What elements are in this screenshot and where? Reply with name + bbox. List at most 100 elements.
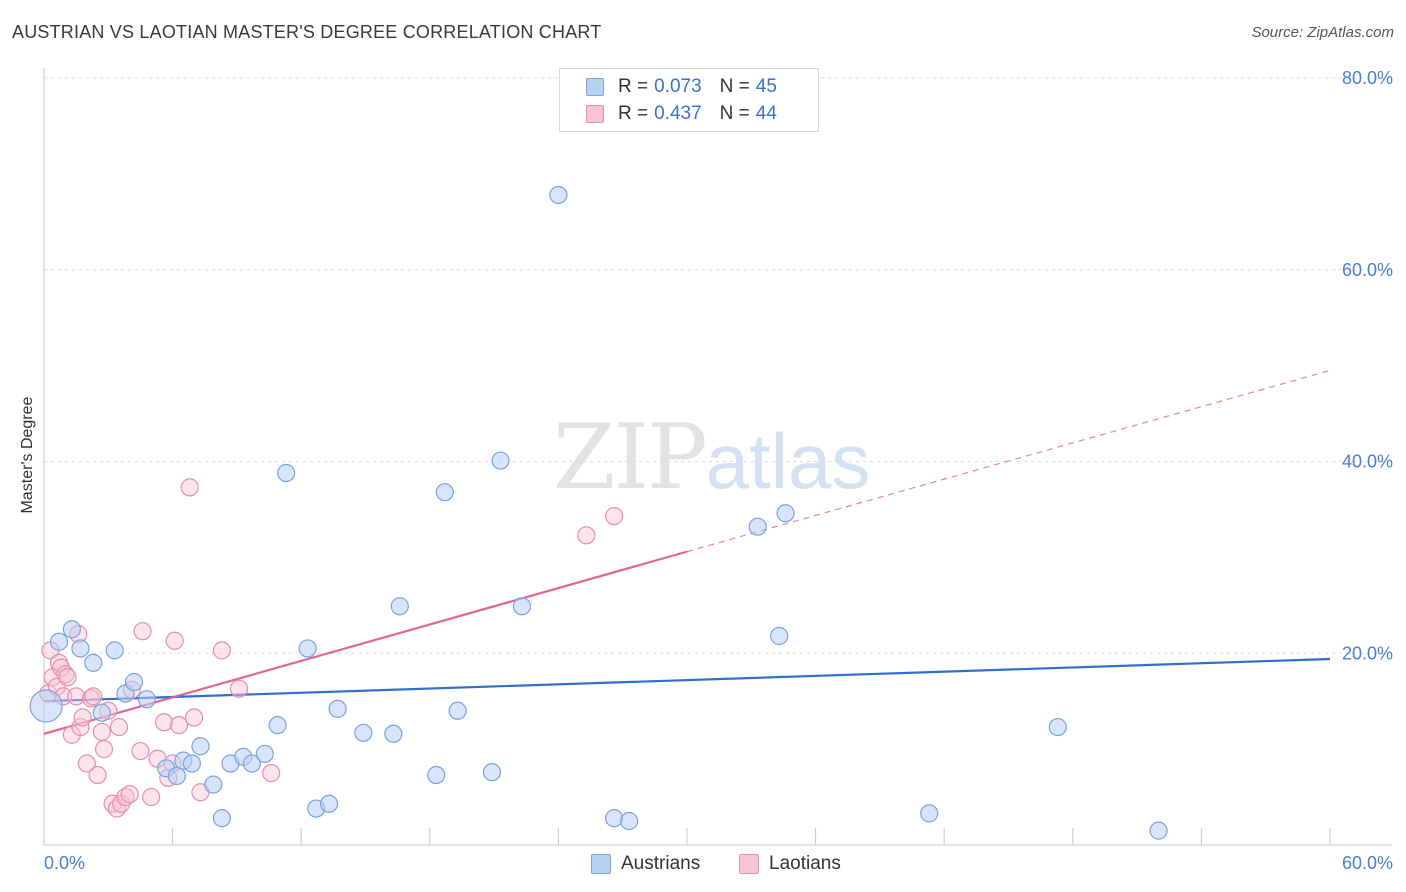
y-tick-label: 40.0% (1342, 452, 1393, 472)
austrians-point (620, 811, 639, 831)
austrians-point (105, 641, 124, 660)
bottom-legend-laotians[interactable]: Laotians (739, 852, 841, 876)
austrians-point (1149, 821, 1168, 840)
axes (43, 68, 1392, 846)
austrians-point (605, 809, 624, 828)
austrians-point (29, 689, 63, 723)
austrians-point (920, 804, 939, 823)
austrians-point (277, 463, 296, 483)
austrians-r-label: R = (618, 76, 649, 97)
austrians-point (435, 483, 454, 502)
austrians-point (167, 766, 186, 786)
laotians-point (229, 679, 249, 698)
austrians-legend-swatch (591, 854, 611, 874)
austrians-point (191, 737, 210, 756)
laotians-point (88, 765, 107, 785)
source-label: Source: ZipAtlas.com (1251, 24, 1394, 41)
austrians-point (84, 653, 103, 672)
laotians-r-value: 0.437 (654, 103, 702, 124)
laotians-point (142, 787, 161, 807)
austrians-point (204, 775, 223, 794)
laotians-point (73, 708, 92, 727)
austrians-point (62, 620, 81, 639)
austrians-point (328, 699, 347, 718)
austrians-point (242, 754, 262, 773)
y-tick-label: 60.0% (1342, 260, 1393, 280)
laotians-point (577, 526, 596, 545)
laotians-n-label: N = (719, 103, 750, 124)
austrians-point (319, 794, 339, 813)
austrians-n-label: N = (719, 76, 750, 97)
x-tick-label: 0.0% (44, 853, 85, 873)
legend-row-austrians: R = 0.073 N = 45 (586, 75, 783, 99)
laotians-point (184, 708, 204, 727)
austrians-point (491, 451, 510, 470)
austrians-point (92, 703, 111, 722)
laotians-point (56, 665, 75, 684)
austrians-point (448, 701, 467, 720)
x-tick-label: 60.0% (1342, 853, 1393, 873)
austrians-point (776, 504, 795, 523)
laotians-point (165, 631, 184, 650)
austrians-trend-line (43, 657, 1331, 703)
austrians-point (212, 809, 231, 828)
laotians-point (169, 716, 189, 735)
laotians-point (67, 687, 86, 706)
austrians-point (71, 639, 90, 658)
y-tick-label: 80.0% (1342, 68, 1393, 88)
watermark-zip: ZIP (553, 405, 708, 510)
austrians-point (384, 724, 403, 743)
austrians-swatch (586, 78, 604, 96)
austrians-point (390, 597, 409, 616)
austrians-point (482, 763, 502, 782)
austrians-point (512, 597, 532, 616)
laotians-legend-label: Laotians (769, 853, 841, 874)
austrians-point (255, 744, 274, 764)
austrians-point (298, 639, 317, 658)
laotians-n-value: 44 (755, 103, 777, 124)
austrians-point (1048, 717, 1067, 737)
laotians-trend-line (43, 550, 688, 735)
laotians-point (605, 507, 624, 526)
laotians-point (120, 785, 139, 804)
austrians-point (268, 716, 287, 735)
laotians-point (131, 741, 150, 761)
bottom-legend-austrians[interactable]: Austrians (591, 852, 700, 876)
tick-labels: 20.0% 40.0% 60.0% 80.0% 0.0% 60.0% (44, 68, 1393, 873)
austrians-point (137, 690, 156, 709)
laotians-point (58, 668, 77, 687)
laotians-legend-swatch (739, 854, 759, 874)
laotians-trend-extension (686, 369, 1331, 553)
laotians-point (133, 622, 152, 641)
laotians-point (92, 722, 111, 741)
laotians-point (94, 740, 114, 759)
austrians-point (124, 672, 144, 692)
y-tick-label: 20.0% (1342, 643, 1393, 663)
austrians-point (427, 765, 446, 785)
laotians-point (154, 713, 174, 732)
laotians-point (262, 763, 281, 783)
laotians-point (109, 717, 129, 737)
austrians-point (182, 754, 201, 773)
chart-title: AUSTRIAN VS LAOTIAN MASTER'S DEGREE CORR… (12, 22, 602, 42)
austrians-r-value: 0.073 (654, 76, 702, 97)
austrians-point (354, 723, 373, 742)
data-points (29, 185, 1168, 840)
legend-row-laotians: R = 0.437 N = 44 (586, 102, 783, 126)
austrians-point (549, 185, 568, 205)
laotians-r-label: R = (618, 103, 649, 124)
laotians-point (84, 687, 103, 706)
gridlines (44, 77, 1392, 654)
laotians-point (212, 641, 231, 660)
trend-lines (43, 369, 1331, 735)
correlation-legend: R = 0.073 N = 45 R = 0.437 N = 44 (559, 68, 819, 132)
austrians-point (770, 626, 789, 646)
laotians-point (180, 478, 199, 497)
austrians-point (49, 632, 69, 651)
austrians-n-value: 45 (755, 76, 777, 97)
laotians-point (77, 754, 96, 773)
laotians-swatch (586, 105, 604, 123)
austrians-legend-label: Austrians (621, 853, 701, 874)
austrians-point (748, 517, 767, 536)
